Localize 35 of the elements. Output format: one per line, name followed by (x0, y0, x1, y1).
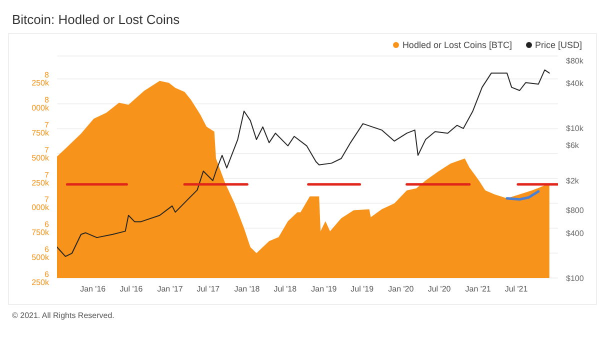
text: © 2021. All Rights Reserved. (11, 310, 116, 322)
x-tick-label: Jan '18 (234, 284, 260, 294)
y2-tick-label: $2k (566, 176, 580, 186)
x-tick-label: Jan '21 (465, 284, 492, 294)
y-tick-label: 8 000k (32, 96, 50, 113)
x-tick-label: Jan '17 (157, 284, 184, 294)
x-tick-label: Jan '20 (388, 284, 414, 294)
x-tick-label: Jan '19 (311, 284, 338, 294)
y-tick-label: 6 750k (32, 220, 50, 238)
x-tick-label: Jul '21 (504, 284, 528, 294)
y2-tick-label: $80k (566, 56, 584, 66)
y-tick-label: 6 250k (32, 270, 50, 287)
y2-tick-label: $100 (566, 274, 584, 283)
x-tick-label: Jul '20 (428, 284, 452, 294)
y2-tick-label: $10k (566, 124, 584, 134)
line-series (506, 190, 540, 201)
x-tick-label: Jul '16 (120, 284, 144, 294)
y-tick-label: 7 750k (32, 120, 50, 138)
y-tick-label: 7 500k (32, 145, 50, 162)
legend-label: Hodled or Lost Coins [BTC] (401, 40, 512, 50)
y-tick-label: 7 000k (32, 195, 50, 212)
y2-tick-label: $400 (566, 228, 584, 238)
x-tick-label: Jul '17 (196, 284, 220, 294)
y2-tick-label: $800 (566, 206, 584, 216)
x-tick-label: Jul '19 (350, 284, 374, 294)
x-tick-label: Jan '16 (80, 284, 106, 294)
legend-label: Price [USD] (534, 40, 582, 50)
y2-tick-label: $6k (566, 140, 580, 150)
y-tick-label: 6 500k (32, 244, 50, 262)
x-tick-label: Jul '18 (274, 284, 298, 294)
y-tick-label: 7 250k (32, 170, 50, 188)
chart-title: Bitcoin: Hodled or Lost Coins (11, 11, 181, 29)
y2-tick-label: $40k (566, 79, 584, 88)
y-tick-label: 8 250k (32, 70, 50, 88)
line-series (57, 69, 550, 257)
